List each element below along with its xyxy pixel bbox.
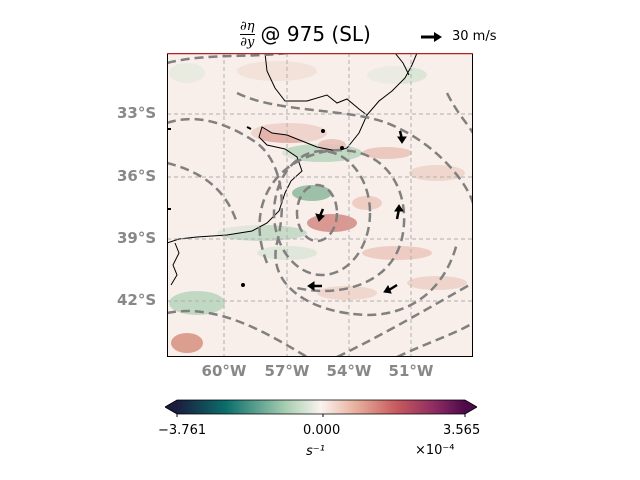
colorbar-max-extend	[465, 400, 477, 414]
title-text: @ 975 (SL)	[260, 22, 371, 46]
lon-tick-label: 51°W	[388, 362, 434, 380]
contour-upper	[236, 91, 473, 204]
lon-tick-label: 60°W	[201, 362, 247, 380]
wind-arrow-icon	[321, 129, 325, 133]
colorbar-exponent: ×10⁻⁴	[415, 443, 455, 458]
contour-top-left	[167, 53, 288, 65]
wind-arrow-icon	[383, 283, 398, 294]
wind-vectors	[167, 126, 407, 294]
title-denominator: ∂y	[240, 34, 255, 50]
colorbar	[165, 399, 477, 417]
land-mass	[167, 53, 417, 243]
figure-title: ∂η ∂y @ 975 (SL)	[240, 14, 410, 54]
map-panel	[167, 53, 473, 357]
quiver-key-arrow-icon	[421, 32, 442, 42]
contour-right-top	[445, 92, 473, 134]
contour-third	[258, 148, 406, 293]
gridlines	[167, 53, 473, 357]
contour-left	[167, 161, 239, 224]
colorbar-min-extend	[165, 400, 177, 414]
colorbar-gradient	[177, 400, 465, 414]
quiver-key: 30 m/s	[420, 26, 510, 48]
title-numerator: ∂η	[240, 18, 255, 34]
contour-bottom-corner	[396, 321, 473, 357]
lat-tick-label: 33°S	[117, 104, 157, 122]
contour-outer	[167, 117, 459, 317]
wind-arrow-icon	[397, 130, 407, 144]
lon-tick-label: 54°W	[326, 362, 372, 380]
wind-arrow-icon	[241, 283, 245, 287]
contour-bottom-right	[336, 281, 473, 357]
wind-arrow-icon	[394, 204, 404, 220]
colorbar-unit: s⁻¹	[306, 444, 325, 459]
lat-tick-label: 36°S	[117, 167, 157, 185]
lat-tick-label: 42°S	[117, 291, 157, 309]
contour-inner	[295, 183, 339, 243]
wind-arrow-icon	[246, 126, 252, 130]
colorbar-max-label: 3.565	[443, 423, 481, 438]
wind-arrow-icon	[340, 146, 344, 150]
title-fraction: ∂η ∂y	[240, 20, 255, 49]
colorbar-min-label: −3.761	[158, 423, 207, 438]
colorbar-mid-label: 0.000	[303, 423, 341, 438]
contour-bottom-left	[167, 309, 308, 357]
wind-arrow-icon	[307, 281, 322, 291]
wind-arrow-icon	[315, 208, 325, 222]
lat-tick-label: 39°S	[117, 229, 157, 247]
lon-tick-label: 57°W	[264, 362, 310, 380]
pressure-contours	[167, 53, 473, 357]
quiver-key-label: 30 m/s	[452, 29, 497, 44]
